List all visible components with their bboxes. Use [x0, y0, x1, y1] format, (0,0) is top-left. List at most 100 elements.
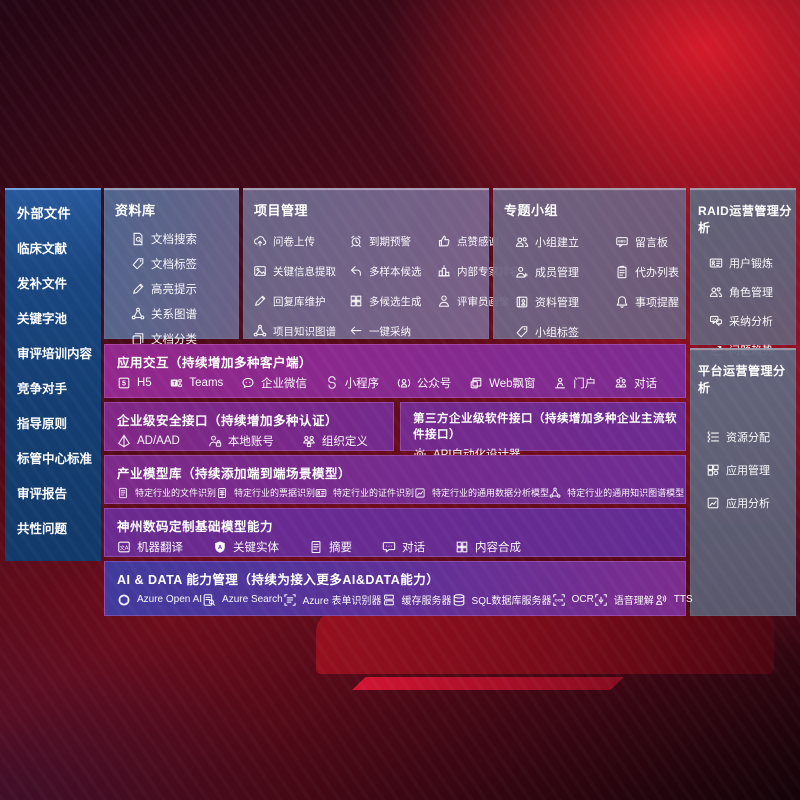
feature-item[interactable]: 5 H5 [117, 376, 152, 390]
feature-item[interactable]: 特定行业的证件识别 [315, 486, 414, 499]
feature-label: 特定行业的票据识别 [234, 488, 316, 498]
grid4-icon [455, 540, 469, 554]
feature-label: 企业微信 [260, 378, 307, 390]
feature-item[interactable]: 特定行业的文件识别 [117, 486, 216, 499]
feature-item[interactable]: 项目知识图谱 [253, 316, 349, 346]
feature-item[interactable]: 文档分类 [131, 326, 239, 351]
feature-item[interactable]: 企业微信 [241, 375, 307, 391]
feature-item[interactable]: 门户 [553, 375, 596, 391]
feature-item[interactable]: 多候选生成 [349, 286, 437, 316]
feature-item[interactable]: 文A 机器翻译 [117, 539, 183, 555]
sidebar-item[interactable]: 标管中心标准 [17, 452, 93, 466]
feature-item[interactable]: 到期预警 [349, 226, 437, 256]
feature-item[interactable]: 对话 [614, 375, 657, 391]
feature-item[interactable]: 本地账号 [208, 433, 274, 449]
feature-label: 高亮提示 [151, 283, 197, 296]
row-title: AI & DATA 能力管理（持续为接入更多AI&DATA能力） [117, 573, 440, 587]
feature-item[interactable]: 多样本候选 [349, 256, 437, 286]
feature-item[interactable]: SQL数据库服务器 [452, 592, 552, 607]
feature-item[interactable]: 一键采纳 [349, 316, 437, 346]
feature-item[interactable]: 资料管理 [515, 287, 615, 317]
feature-item[interactable]: 关系图谱 [131, 301, 239, 326]
teams-icon: T [169, 376, 183, 390]
sidebar-item[interactable]: 竞争对手 [17, 382, 68, 396]
webwin-icon [469, 376, 483, 390]
feature-item[interactable]: TTS [654, 593, 693, 607]
feature-item[interactable]: 内容合成 [455, 539, 521, 555]
feature-item[interactable]: 代办列表 [615, 257, 686, 287]
feature-label: 应用管理 [726, 464, 770, 477]
feature-label: 门户 [573, 378, 597, 390]
sidebar-item[interactable]: 临床文献 [17, 242, 68, 256]
feature-item[interactable]: 用户锻炼 [709, 248, 796, 277]
feature-item[interactable]: 文档标签 [131, 251, 239, 276]
sidebar-item[interactable]: 审评培训内容 [17, 347, 93, 361]
person-plus-icon [515, 265, 529, 279]
feature-item[interactable]: 资源分配 [706, 420, 796, 453]
ocr-icon: OCR [552, 593, 566, 607]
panel-title: 项目管理 [254, 203, 309, 218]
feature-item[interactable]: 组织定义 [302, 433, 368, 449]
feature-item[interactable]: A 关键实体 [213, 539, 279, 555]
bubble-icon [382, 540, 396, 554]
feature-item[interactable]: 语音理解 [594, 592, 654, 607]
feature-item[interactable]: 特定行业的通用数据分析模型 [414, 486, 549, 499]
feature-item[interactable]: T Teams [169, 376, 223, 390]
panel-title: 平台运营管理分析 [698, 364, 786, 395]
feature-label: TTS [673, 594, 693, 605]
feature-item[interactable]: 应用管理 [706, 453, 796, 486]
feature-item[interactable]: 小程序 [325, 375, 380, 391]
sidebar-item[interactable]: 发补文件 [17, 277, 68, 291]
feature-item[interactable]: Azure 表单识别器 [283, 592, 382, 607]
industry-models-row: 产业模型库（持续添加端到端场景模型） 特定行业的文件识别 特定行业的票据识别 特定行… [104, 455, 686, 504]
sidebar-item[interactable]: 指导原则 [17, 417, 68, 431]
thumb-icon [437, 234, 451, 248]
feature-item[interactable]: BBS 留言板 [615, 227, 686, 257]
feature-item[interactable]: Web飘窗 [469, 375, 536, 391]
feature-item[interactable]: 应用分析 [706, 486, 796, 519]
feature-item[interactable]: 特定行业的通用知识图谱模型 [549, 486, 684, 499]
feature-item[interactable]: OCR OCR [552, 593, 594, 607]
feature-label: 文档标签 [151, 258, 197, 271]
clipboard-icon [615, 265, 629, 279]
sidebar-item[interactable]: 审评报告 [17, 487, 68, 501]
row-title: 企业级安全接口（持续增加多种认证） [117, 414, 339, 428]
feature-item[interactable]: 回复库维护 [253, 286, 349, 316]
feature-item[interactable]: 关键信息提取 [253, 256, 349, 286]
feature-label: 小程序 [344, 378, 380, 390]
person-icon [437, 294, 451, 308]
feature-label: 公众号 [416, 378, 452, 390]
sidebar-item[interactable]: 关键字池 [17, 312, 68, 326]
feature-item[interactable]: 特定行业的票据识别 [216, 486, 315, 499]
feature-label: 资料管理 [535, 297, 579, 309]
feature-item[interactable]: 点赞感谢 [437, 226, 520, 256]
feature-item[interactable]: 缓存服务器 [382, 592, 452, 607]
feature-item[interactable]: 事项提醒 [615, 287, 686, 317]
feature-item[interactable]: 对话 [382, 539, 425, 555]
feature-label: 本地账号 [227, 436, 274, 448]
feature-item[interactable]: QA 采纳分析 [709, 306, 796, 335]
feature-item[interactable]: 高亮提示 [131, 276, 239, 301]
feature-item[interactable]: 公众号 [397, 375, 452, 391]
svg-text:文A: 文A [120, 543, 129, 551]
feature-item[interactable]: Azure Open AI [117, 593, 202, 607]
feature-label: 对话 [402, 542, 425, 554]
feature-item[interactable]: 小组建立 [515, 227, 615, 257]
feature-item[interactable]: AD/AAD [117, 434, 180, 448]
sidebar-item[interactable]: 共性问题 [17, 522, 68, 536]
org-icon [302, 434, 316, 448]
row-title: 应用交互（持续增加多种客户端） [117, 356, 313, 370]
feature-item[interactable]: 摘要 [309, 539, 352, 555]
feature-label: SQL数据库服务器 [471, 596, 552, 607]
translate-icon: 文A [117, 540, 131, 554]
feature-item[interactable]: Azure Search [202, 593, 283, 607]
reply-icon [349, 264, 363, 278]
feature-label: H5 [137, 377, 152, 389]
feature-item[interactable]: 文档搜索 [131, 226, 239, 251]
feature-item[interactable]: 小组标签 [515, 317, 615, 347]
feature-item[interactable]: 成员管理 [515, 257, 615, 287]
feature-label: 多样本候选 [369, 265, 422, 278]
feature-item[interactable]: 角色管理 [709, 277, 796, 306]
project-items: 问卷上传 到期预警 点赞感谢 关键信息提取 多样本候选 内部专家排名 回复库维护 多候选生成评… [243, 219, 520, 346]
feature-item[interactable]: 问卷上传 [253, 226, 349, 256]
